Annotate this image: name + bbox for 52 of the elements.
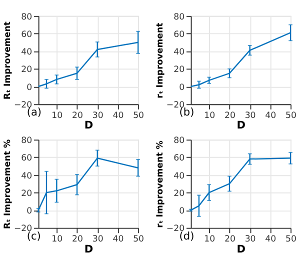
y-axis-title: Rₜ Improvement % [3, 139, 14, 230]
text: (b) [179, 106, 194, 119]
text: (d) [179, 230, 194, 242]
x-axis-title: D [84, 243, 94, 256]
x-tick-label: 30 [92, 234, 104, 245]
y-tick-label: 20 [174, 65, 185, 76]
x-tick-label: 30 [244, 234, 256, 245]
x-tick-label: 20 [72, 234, 83, 245]
y-tick-label: 60 [21, 154, 32, 164]
y-tick-label: 0 [179, 82, 185, 93]
y-tick-label: 80 [174, 12, 185, 22]
y-tick-label: 20 [21, 188, 32, 199]
x-tick-label: 10 [52, 234, 63, 245]
x-tick-label: 50 [133, 234, 144, 245]
x-tick-label: 40 [265, 234, 276, 245]
x-tick-label: 20 [224, 111, 236, 122]
x-axis-title: D [236, 120, 246, 132]
y-axis-title: Rₜ Improvement [3, 22, 14, 100]
x-tick-label: 10 [52, 111, 63, 122]
x-tick-label: 20 [72, 111, 83, 122]
x-tick-label: 30 [92, 111, 104, 122]
x-tick-label: 10 [204, 234, 216, 245]
y-tick-label: 0 [26, 206, 32, 217]
text: (a) [26, 106, 42, 119]
y-tick-label: 0 [179, 206, 185, 217]
x-tick-label: 50 [133, 111, 144, 122]
y-tick-label: 40 [21, 48, 32, 58]
x-tick-label: 30 [244, 111, 256, 122]
x-axis-title: D [236, 243, 246, 256]
text: (c) [26, 230, 41, 242]
y-tick-label: 60 [174, 30, 185, 40]
x-axis-title: D [84, 120, 94, 132]
y-tick-label: 60 [21, 30, 32, 40]
y-tick-label: 40 [174, 48, 185, 58]
y-tick-label: 80 [21, 12, 32, 22]
y-tick-label: 0 [26, 82, 32, 93]
x-tick-label: 50 [286, 111, 296, 122]
x-tick-label: 50 [286, 234, 296, 245]
x-tick-label: 20 [224, 234, 236, 245]
x-tick-label: 40 [112, 111, 124, 122]
x-tick-label: 40 [112, 234, 124, 245]
x-tick-label: 10 [204, 111, 216, 122]
y-axis-title: rₜ Improvement % [156, 140, 166, 228]
y-tick-label: 80 [174, 136, 185, 146]
x-tick-label: 40 [265, 111, 276, 122]
y-tick-label: 40 [21, 171, 32, 182]
y-axis-title: rₜ Improvement [156, 22, 166, 98]
y-tick-label: 20 [174, 188, 185, 199]
y-tick-label: 80 [21, 136, 32, 146]
y-tick-label: 40 [174, 171, 185, 182]
y-tick-label: 60 [174, 154, 185, 164]
y-tick-label: 20 [21, 65, 32, 76]
